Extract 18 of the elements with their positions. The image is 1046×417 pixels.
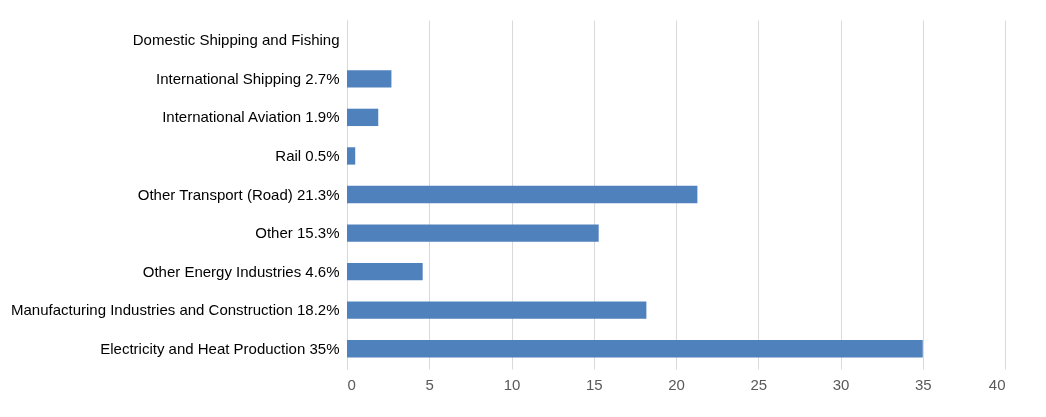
y-tick-label: Rail 0.5%	[275, 146, 340, 164]
y-tick-label: International Aviation 1.9%	[162, 108, 340, 126]
y-tick-label: Other 15.3%	[255, 224, 340, 242]
y-tick-label: Domestic Shipping and Fishing	[132, 31, 340, 49]
x-tick-label: 30	[832, 375, 850, 393]
x-tick-label: 35	[914, 375, 932, 393]
y-tick-label: Electricity and Heat Production 35%	[100, 339, 340, 357]
y-tick-label: Other Transport (Road) 21.3%	[137, 185, 340, 203]
x-tick-label: 15	[585, 375, 603, 393]
x-tick-label: 40	[988, 375, 1006, 393]
y-tick-label: Other Energy Industries 4.6%	[142, 262, 340, 280]
y-tick-label: Manufacturing Industries and Construction 18.2%	[10, 301, 340, 319]
x-tick-label: 25	[750, 375, 768, 393]
x-tick-label: 20	[668, 375, 685, 393]
x-tick-label: 0	[347, 375, 356, 393]
y-tick-label: International Shipping 2.7%	[156, 69, 340, 87]
x-tick-label: 10	[503, 375, 521, 393]
x-tick-label: 5	[425, 375, 434, 393]
